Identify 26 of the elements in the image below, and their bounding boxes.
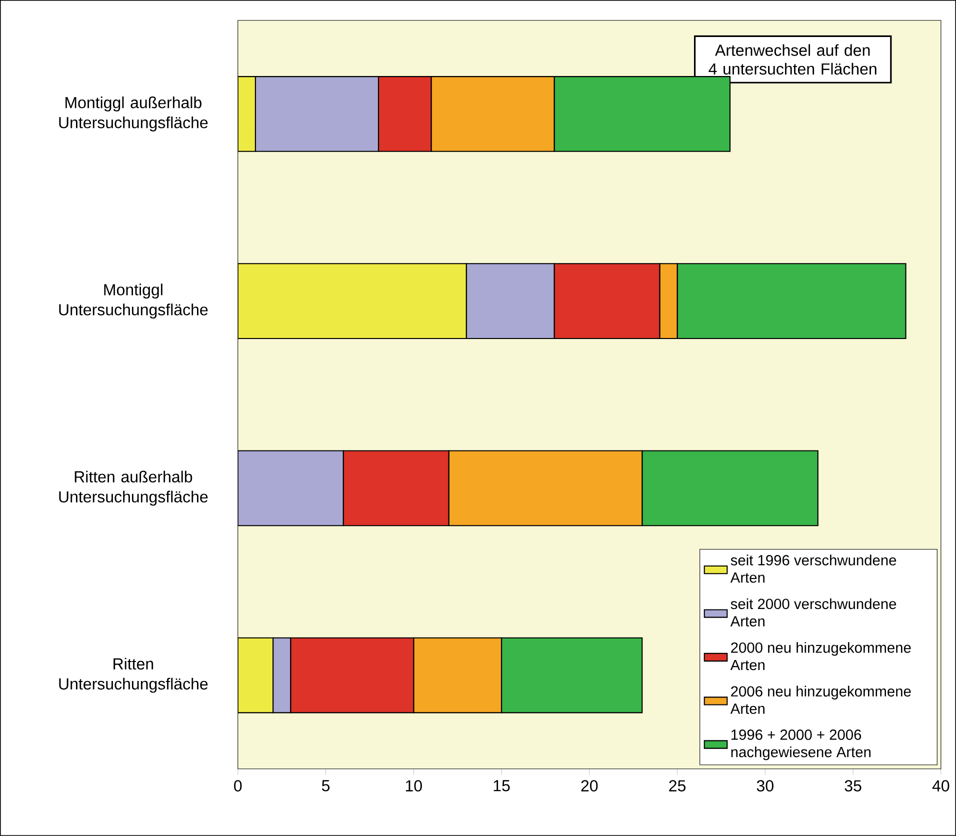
legend-label: seit 1996 verschwundene Arten (730, 554, 896, 583)
y-tick-label: Ritten außerhalb Untersuchungsfläche (59, 470, 208, 506)
bar (238, 76, 256, 152)
bar (238, 637, 274, 714)
bar (254, 76, 380, 152)
legend-label: 2000 neu hinzugekommene Arten (730, 642, 911, 670)
x-tick-label: 5 (322, 780, 330, 792)
legend-label: 2006 neu hinzugekommene Arten (730, 686, 911, 714)
x-tick-label: 40 (932, 780, 950, 792)
x-tick-label: 10 (406, 780, 422, 792)
x-tick-label: 20 (581, 780, 598, 792)
x-tick-label: 25 (669, 780, 686, 792)
legend-label: 1996 + 2000 + 2006 nachgewiesene Arten (731, 730, 870, 760)
annotation: Artenwechsel auf den 4 untersuchten Flächen (708, 44, 876, 75)
bar (238, 263, 467, 340)
x-tick-label: 30 (756, 780, 774, 792)
bar (272, 637, 292, 714)
y-tick-label: Montiggl außerhalb Untersuchungsfläche (59, 96, 208, 132)
y-tick-label: Ritten Untersuchungsfläche (59, 658, 208, 693)
x-tick-label: 35 (844, 780, 862, 792)
bar (466, 263, 555, 340)
bar (238, 450, 344, 526)
y-tick-label: Montiggl Untersuchungsfläche (59, 284, 208, 319)
x-tick-label: 15 (494, 780, 510, 792)
legend-label: seit 2000 verschwundene Arten (730, 598, 896, 627)
x-tick-label: 0 (234, 780, 242, 792)
